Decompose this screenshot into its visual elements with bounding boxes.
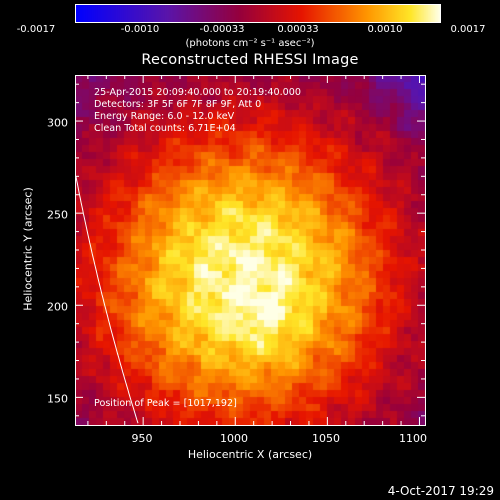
x-axis-label: Heliocentric X (arcsec) [187,448,313,461]
rhessi-image [75,75,425,425]
colorbar-tick-label: -0.0010 [120,24,160,35]
colorbar-units: (photons cm⁻² s⁻¹ asec⁻²) [185,38,315,49]
y-tick-label: 250 [47,208,68,222]
x-tick-label: 1000 [220,432,248,445]
y-tick-label: 300 [47,116,68,130]
clean-counts-label: Clean Total counts: 6.71E+04 [94,123,236,134]
axis-ticks [75,75,425,425]
detectors-label: Detectors: 3F 5F 6F 7F 8F 9F, Att 0 [94,99,262,110]
x-tick-label: 1050 [312,432,340,445]
chart-title: Reconstructed RHESSI Image [141,52,359,68]
time-range-label: 25-Apr-2015 20:09:40.000 to 20:19:40.000 [94,87,301,98]
x-tick-label: 950 [131,432,153,445]
energy-range-label: Energy Range: 6.0 - 12.0 keV [94,111,235,122]
colorbar-tick-label: 0.00033 [277,24,319,35]
colorbar [75,4,441,23]
peak-position-label: Position of Peak = [1017,192] [94,398,237,409]
colorbar-tick-label: 0.0017 [450,24,486,35]
y-tick-label: 200 [47,300,68,314]
y-axis-label: Heliocentric Y (arcsec) [21,187,35,311]
x-tick-label: 1100 [399,432,427,445]
colorbar-tick-label: 0.0010 [367,24,403,35]
timestamp-footer: 4-Oct-2017 19:29 [387,484,494,498]
colorbar-tick-label: -0.00033 [199,24,245,35]
solar-limb-curve [75,176,139,424]
colorbar-tick-label: -0.0017 [16,24,56,35]
colorbar-tick-labels: -0.0017 -0.0010 -0.00033 0.00033 0.0010 … [0,24,500,38]
y-tick-label: 150 [47,392,68,406]
